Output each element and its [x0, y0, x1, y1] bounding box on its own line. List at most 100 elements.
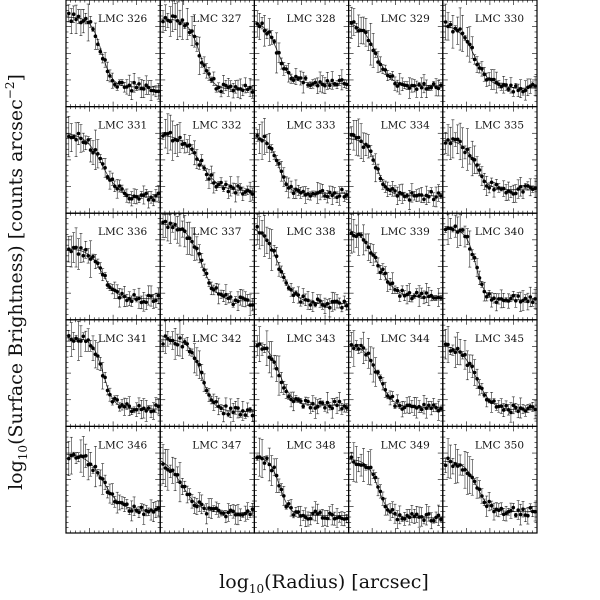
- data-point: [74, 17, 78, 22]
- data-point: [212, 181, 216, 185]
- panel: LMC 336: [65, 212, 161, 321]
- data-point: [204, 271, 209, 276]
- data-point: [279, 269, 284, 274]
- data-point: [262, 29, 267, 33]
- data-point: [269, 146, 274, 151]
- panel-label: LMC 337: [192, 226, 241, 238]
- data-point: [84, 16, 88, 21]
- data-point: [103, 58, 107, 62]
- data-point: [328, 190, 332, 195]
- fit-curve: [442, 229, 537, 301]
- data-point: [267, 355, 272, 360]
- data-point: [274, 254, 279, 258]
- data-point: [422, 402, 426, 407]
- data-point: [465, 39, 470, 44]
- data-point: [265, 346, 269, 351]
- data-point: [204, 172, 209, 177]
- data-point: [257, 24, 262, 29]
- data-point: [134, 407, 139, 412]
- data-point: [417, 404, 421, 409]
- data-point: [470, 364, 475, 369]
- panel: LMC 339: [348, 212, 444, 321]
- data-point: [199, 61, 204, 65]
- data-point: [168, 19, 173, 24]
- data-point: [105, 69, 110, 74]
- data-point: [533, 186, 537, 190]
- panel-label: LMC 339: [381, 226, 430, 238]
- data-point: [487, 186, 492, 190]
- data-point: [482, 289, 487, 294]
- data-point: [93, 148, 98, 152]
- data-point: [477, 276, 482, 280]
- data-point: [434, 195, 438, 199]
- data-point: [518, 185, 523, 189]
- data-point: [272, 248, 277, 253]
- data-point: [279, 61, 284, 66]
- data-point: [156, 293, 161, 298]
- panel-label: LMC 329: [381, 13, 430, 25]
- data-point: [427, 194, 431, 199]
- data-point: [88, 462, 93, 467]
- data-point: [463, 352, 467, 357]
- data-point: [202, 63, 206, 67]
- data-point: [146, 406, 151, 410]
- data-point: [497, 82, 501, 87]
- data-point: [115, 398, 119, 402]
- data-point: [291, 399, 296, 404]
- data-point: [530, 300, 535, 305]
- data-point: [344, 406, 349, 410]
- data-point: [472, 158, 477, 162]
- data-point: [497, 297, 501, 301]
- data-point: [127, 83, 132, 88]
- data-point: [528, 185, 533, 190]
- data-point: [395, 194, 400, 198]
- panel-label: LMC 335: [475, 120, 524, 132]
- data-point: [269, 357, 274, 362]
- data-point: [460, 228, 465, 232]
- data-point: [526, 299, 530, 304]
- data-point: [323, 304, 327, 308]
- data-point: [197, 252, 202, 256]
- data-point: [113, 184, 117, 189]
- data-point: [381, 382, 385, 386]
- data-point: [402, 405, 407, 410]
- data-point: [308, 194, 313, 198]
- data-point: [67, 247, 71, 251]
- data-point: [330, 78, 335, 83]
- data-point: [470, 45, 475, 50]
- data-point: [458, 139, 462, 144]
- panel: LMC 334: [348, 105, 444, 214]
- data-point: [195, 42, 199, 46]
- data-point: [453, 224, 458, 228]
- data-point: [117, 405, 122, 409]
- panel-label: LMC 346: [98, 439, 147, 451]
- data-point: [69, 19, 73, 24]
- panel: LMC 333: [253, 105, 350, 214]
- data-point: [417, 294, 421, 298]
- data-point: [108, 285, 112, 290]
- data-point: [299, 399, 303, 403]
- data-point: [475, 62, 479, 67]
- data-point: [96, 42, 100, 47]
- data-point: [364, 30, 368, 34]
- data-point: [325, 194, 330, 199]
- data-point: [265, 238, 269, 243]
- panel-label: LMC 336: [98, 226, 147, 238]
- data-point: [436, 86, 441, 91]
- data-point: [463, 150, 467, 155]
- data-point: [424, 291, 429, 295]
- data-point: [175, 19, 180, 23]
- data-point: [431, 403, 436, 407]
- data-point: [212, 288, 216, 292]
- panel-label: LMC 327: [192, 13, 241, 25]
- data-point: [91, 27, 95, 32]
- data-point: [390, 281, 395, 286]
- data-point: [533, 297, 537, 301]
- data-point: [511, 403, 516, 408]
- data-point: [318, 80, 322, 84]
- data-point: [163, 466, 168, 470]
- data-point: [277, 267, 281, 272]
- data-point: [311, 300, 315, 304]
- data-point: [212, 76, 216, 81]
- fit-curve: [254, 229, 349, 304]
